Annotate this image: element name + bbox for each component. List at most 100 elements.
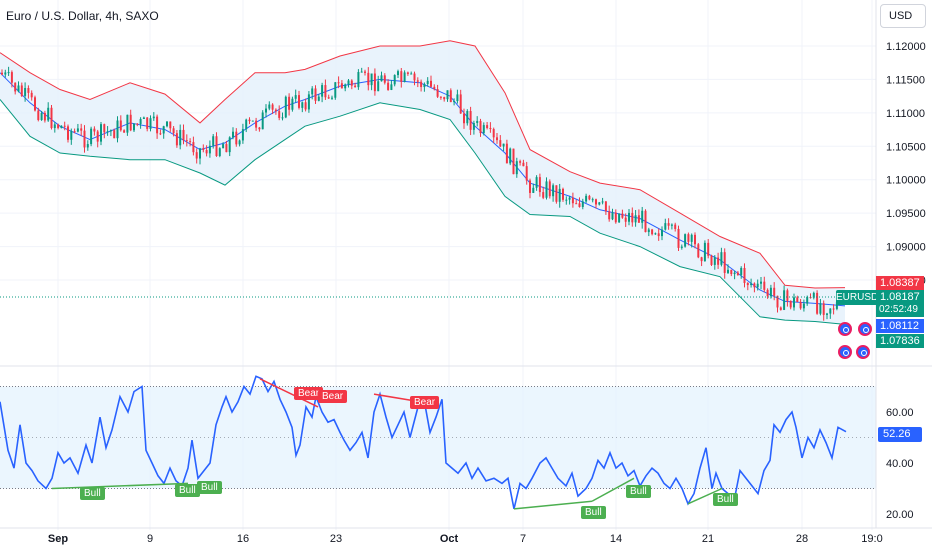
candle-body [793,297,795,308]
candle-body [578,203,581,207]
candle-body [86,144,89,148]
candle-body [456,94,459,102]
candle-body [611,212,614,220]
candle-body [232,131,234,138]
candle-body [644,210,647,233]
candle-body [753,283,756,288]
event-marker-icon[interactable] [838,322,852,336]
candle-body [694,234,696,245]
candle-body [185,140,188,142]
candle-body [446,90,449,100]
bollinger-lower-line [0,99,846,325]
candle-body [109,130,112,132]
time-axis-label: 16 [237,533,249,545]
candle-body [703,242,706,262]
lower-band-tag: 1.07836 [876,334,924,348]
symbol-tag: EURUSD [836,290,879,305]
candle-body [449,90,452,103]
candle-body [294,95,297,99]
candle-body [647,229,650,233]
candle-body [476,120,479,124]
candle-body [581,201,584,207]
candle-body [479,120,482,134]
candle-body [525,166,528,181]
candle-body [733,272,736,275]
candle-body [241,129,244,141]
time-axis-label: 7 [520,533,526,545]
candle-body [677,228,680,248]
candle-body [720,252,723,265]
currency-button[interactable]: USD [880,4,926,28]
candle-body [208,145,211,154]
candle-body [347,80,350,85]
candle-body [10,72,13,83]
candle-body [83,130,86,148]
candle-body [835,301,838,309]
candle-body [357,72,360,88]
candle-body [482,125,485,134]
candle-body [93,128,96,132]
candle-body [106,131,109,133]
bull-divergence-line [591,477,635,502]
candle-body [403,72,406,82]
candle-body [522,162,525,167]
countdown-timer: 02:52:49 [876,303,924,317]
candle-body [195,152,198,159]
candle-body [598,202,601,205]
candle-body [614,212,617,223]
candle-body [786,290,789,301]
event-marker-icon[interactable] [858,322,872,336]
candle-body [334,82,337,98]
candle-body [383,75,386,83]
candle-body [258,127,261,130]
candle-body [548,181,551,197]
candle-body [4,72,7,75]
candle-body [529,180,531,193]
candle-body [433,86,436,90]
candle-body [555,185,558,202]
candle-body [776,295,779,308]
candle-body [595,199,597,205]
candle-body [169,121,172,129]
candle-body [166,121,168,127]
time-axis-label: 28 [796,533,808,545]
candle-body [390,84,393,90]
candle-body [819,303,822,314]
price-tick-label: 1.09500 [886,208,926,220]
candle-body [628,212,630,222]
candle-body [1,72,3,75]
candle-body [27,88,30,93]
event-marker-icon[interactable] [856,345,870,359]
candle-body [667,223,670,226]
candle-body [822,303,825,315]
candle-body [248,119,251,122]
candle-body [271,104,274,110]
candle-body [486,125,489,129]
candle-body [37,110,40,120]
candle-body [654,233,657,235]
candle-body [760,281,762,284]
candle-body [416,80,419,82]
candle-body [288,96,291,110]
candle-body [568,197,571,200]
price-tick-label: 1.09000 [886,242,926,254]
chart-title: Euro / U.S. Dollar, 4h, SAXO [6,9,159,23]
candle-body [370,73,373,86]
price-tick-label: 1.10000 [886,175,926,187]
candle-body [17,85,20,92]
candle-body [265,108,267,113]
bull-divergence-line [513,500,593,510]
candle-body [60,125,63,129]
event-marker-icon[interactable] [838,345,852,359]
candle-body [717,257,720,265]
candle-body [113,130,116,139]
candle-body [512,148,515,175]
candle-body [63,125,66,127]
rsi-tick-label: 40.00 [886,458,914,470]
candle-body [746,282,749,286]
candle-body [542,192,545,198]
time-axis-label: 14 [610,533,622,545]
candle-body [727,269,729,273]
